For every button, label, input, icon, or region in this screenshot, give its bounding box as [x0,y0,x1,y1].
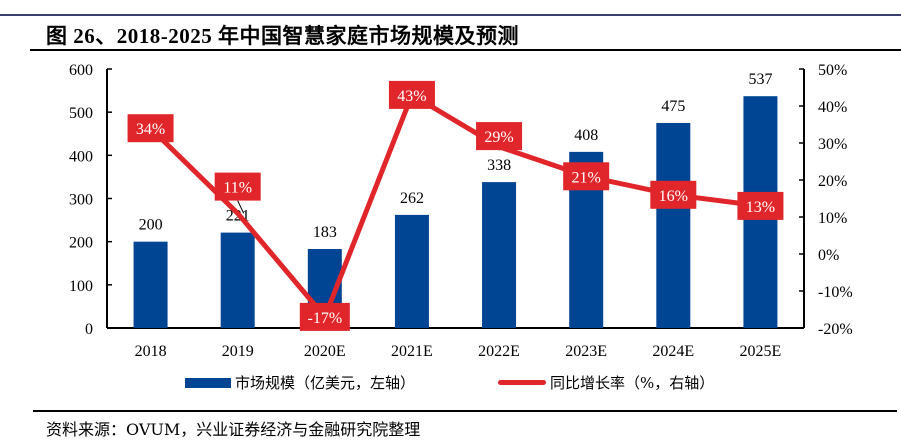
legend-swatch-bar [185,377,231,388]
bar-value-label: 408 [574,127,598,144]
bar [220,232,255,328]
right-tick-label: 40% [818,99,847,116]
left-tick-label: 400 [69,148,93,165]
figure-title: 图 26、2018-2025 年中国智慧家庭市场规模及预测 [46,24,519,48]
right-tick-label: 50% [818,62,847,79]
right-tick-label: 0% [818,247,839,264]
x-tick-label: 2019 [222,343,254,360]
line-point-label: 13% [746,199,775,216]
bar-value-label: 200 [139,217,163,234]
bar [482,182,517,328]
legend-item-bar: 市场规模（亿美元，左轴） [185,372,415,393]
line-point-label: 11% [223,180,252,197]
chart: 0 100 200 300 400 500 600 -20% -10% 0% 10% 20% 30% 40… [69,62,853,360]
line-point-label-box [737,191,784,220]
line-point-label-box [563,162,610,191]
bar-value-label: 183 [313,224,337,241]
x-tick-label: 2025E [740,343,782,360]
left-tick-label: 500 [69,105,93,122]
right-tick-label: 20% [818,173,847,190]
line-point-label-box [650,180,697,209]
line-point-label: 16% [659,188,688,205]
left-tick-label: 300 [69,192,93,209]
left-tick-label: 200 [69,235,93,252]
label-leader-line [237,200,245,214]
left-tick-label: 0 [85,321,93,338]
title-rule [30,49,901,51]
right-tick-label: 10% [818,210,847,227]
legend-swatch-line [498,380,546,385]
x-tick-label: 2021E [391,343,433,360]
legend-item-line: 同比增长率（%，右轴） [498,372,714,393]
line-point-label-box [476,122,523,151]
x-tick-label: 2020E [304,343,346,360]
legend-label-line: 同比增长率（%，右轴） [550,374,715,392]
line-point-label: 21% [572,169,601,186]
bar-value-label: 338 [487,157,511,174]
x-tick-label: 2022E [478,343,520,360]
line-point-label: 43% [397,88,426,105]
bar-value-label: 537 [748,71,772,88]
x-tick-label: 2023E [565,343,607,360]
bar-value-label: 262 [400,190,424,207]
bar [656,122,691,328]
x-tick-label: 2018 [135,343,167,360]
line-point-label-box [299,302,350,331]
line-point-label-box [214,172,261,201]
line-point-label-box [388,80,435,109]
right-tick-label: -10% [818,284,853,301]
right-tick-label: 30% [818,136,847,153]
source-note: 资料来源：OVUM，兴业证券经济与金融研究院整理 [46,420,421,439]
bar [394,214,429,328]
line-point-label: -17% [307,310,342,327]
line-point-label: 34% [136,121,165,138]
top-rule [0,14,901,16]
x-tick-label: 2024E [652,343,694,360]
bar [133,241,168,328]
line-point-label-box [127,114,174,143]
bar-value-label: 475 [661,98,685,115]
right-tick-label: -20% [818,321,853,338]
source-rule [33,410,897,412]
left-tick-label: 100 [69,278,93,295]
left-tick-label: 600 [69,62,93,79]
line-point-label: 29% [484,129,513,146]
legend-label-bar: 市场规模（亿美元，左轴） [235,374,416,392]
